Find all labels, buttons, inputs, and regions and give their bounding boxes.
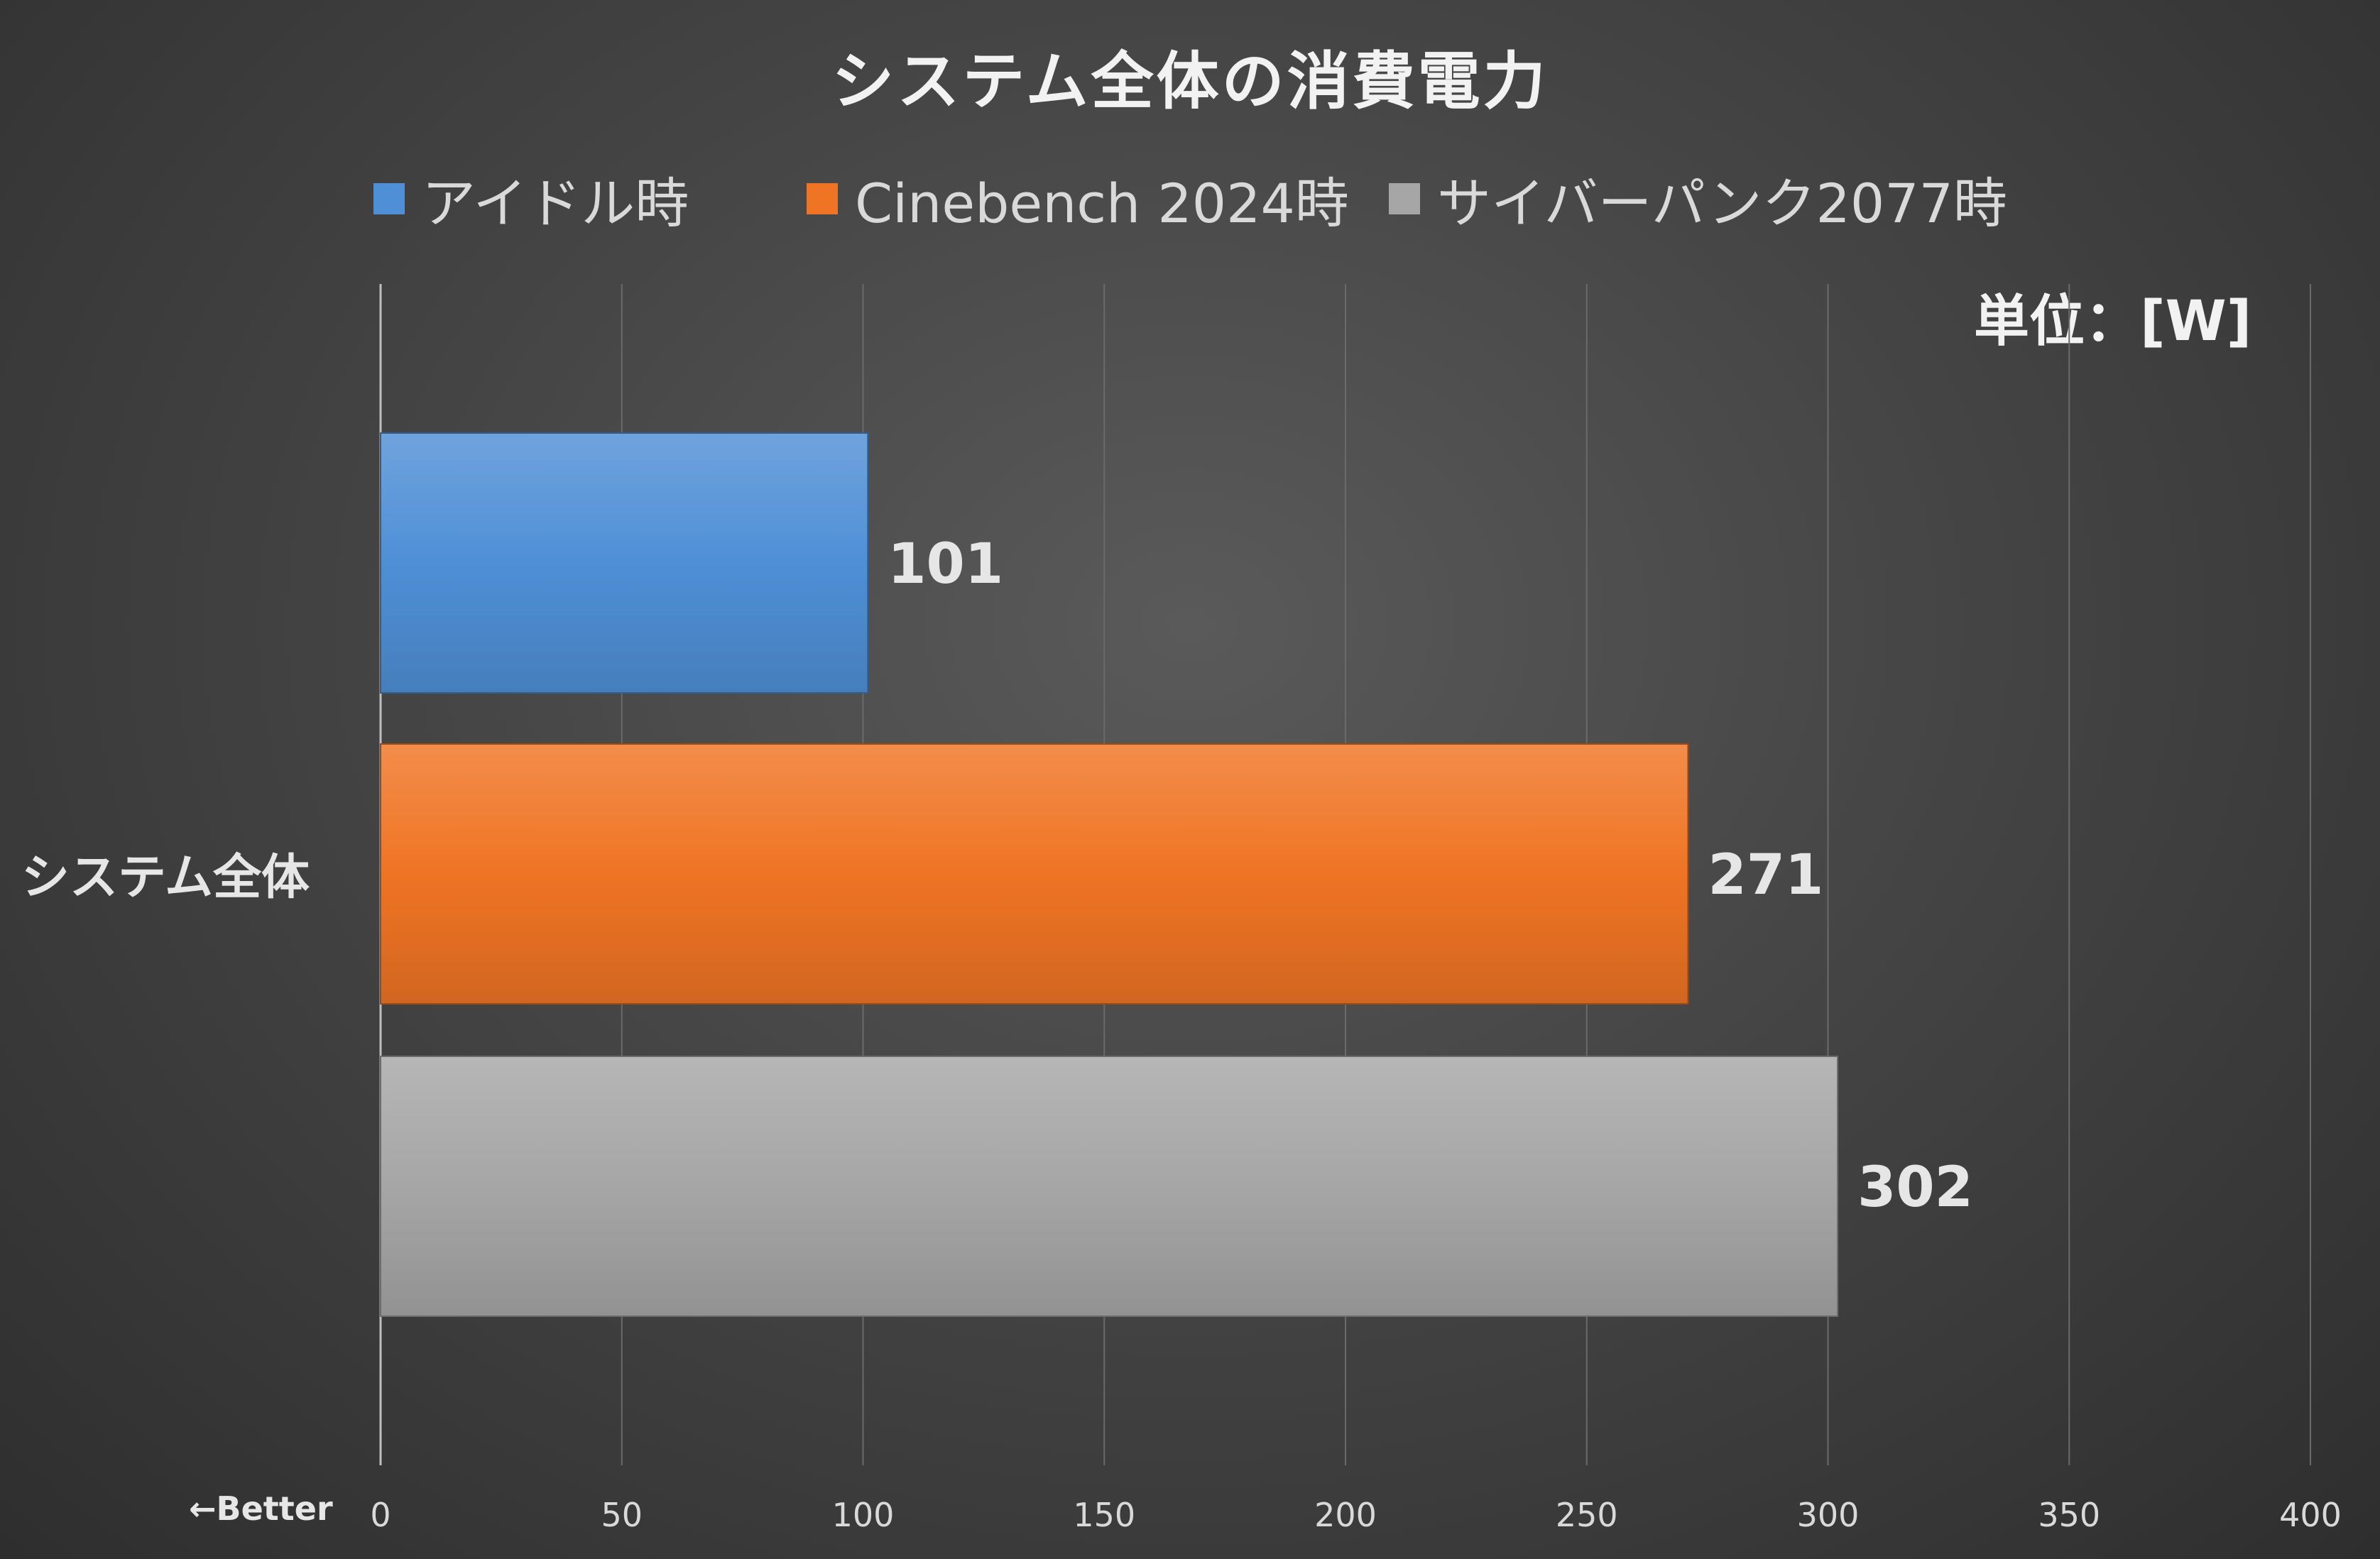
bar-1 xyxy=(380,743,1689,1005)
bar-2 xyxy=(380,1056,1839,1317)
x-tick-label: 300 xyxy=(1797,1496,1860,1534)
x-tick-label: 0 xyxy=(370,1496,391,1534)
x-tick-label: 100 xyxy=(832,1496,895,1534)
x-tick-label: 400 xyxy=(2279,1496,2342,1534)
legend-swatch-idle xyxy=(373,183,405,214)
legend-label-cyberpunk: サイバーパンク2077時 xyxy=(1437,172,2007,235)
legend-item-cyberpunk: サイバーパンク2077時 xyxy=(1389,156,2007,241)
bar-value-label: 302 xyxy=(1857,1156,1973,1220)
category-label: システム全体 xyxy=(21,850,310,906)
bar-0 xyxy=(380,432,869,694)
x-tick-label: 250 xyxy=(1556,1496,1618,1534)
x-tick-label: 150 xyxy=(1073,1496,1135,1534)
chart-title: システム全体の消費電力 xyxy=(831,45,1549,118)
legend-label-idle: アイドル時 xyxy=(422,172,689,235)
x-tick-label: 200 xyxy=(1314,1496,1377,1534)
x-tick-label: 50 xyxy=(601,1496,643,1534)
legend-swatch-cinebench xyxy=(807,183,838,214)
bar-value-label: 271 xyxy=(1708,843,1823,907)
x-tick-label: 350 xyxy=(2038,1496,2100,1534)
unit-label: 単位：[W] xyxy=(1974,290,2252,354)
legend-swatch-cyberpunk xyxy=(1389,183,1420,214)
legend-item-idle: アイドル時 xyxy=(373,156,689,241)
bar-value-label: 101 xyxy=(888,532,1003,596)
legend-label-cinebench: Cinebench 2024時 xyxy=(855,172,1349,235)
chart-legend: アイドル時 Cinebench 2024時 サイバーパンク2077時 xyxy=(0,156,2380,241)
legend-item-cinebench: Cinebench 2024時 xyxy=(807,156,1349,241)
better-label: ←Better xyxy=(189,1489,333,1528)
